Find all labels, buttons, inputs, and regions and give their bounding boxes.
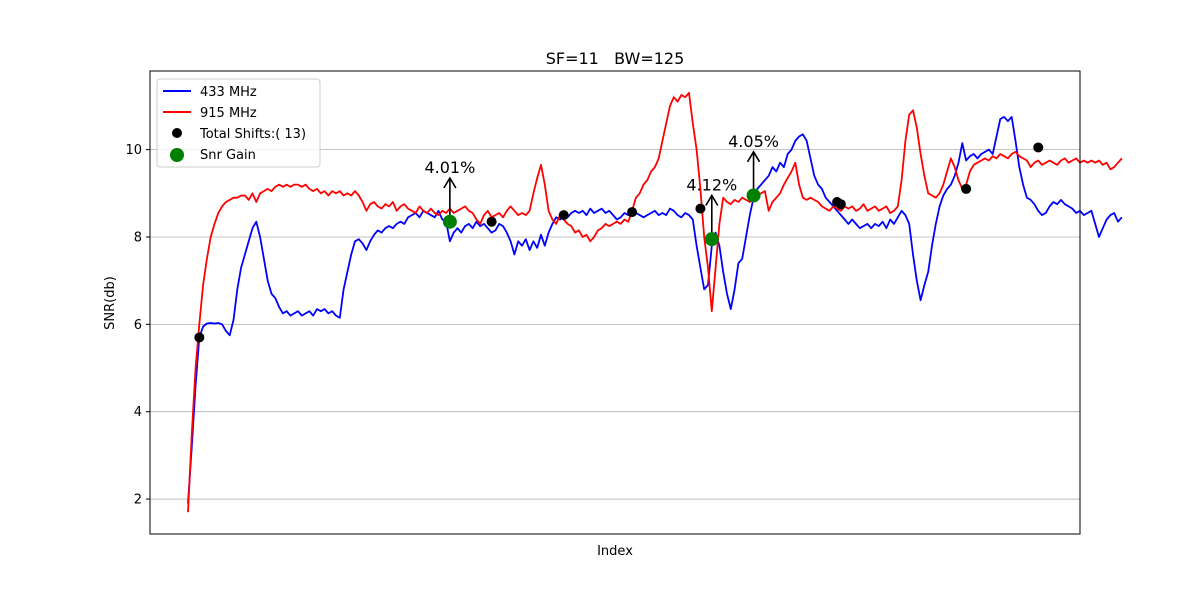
y-tick-label: 8 <box>134 230 142 245</box>
legend-box <box>156 78 321 168</box>
shift-point <box>695 203 706 214</box>
legend-swatch-total-shifts <box>172 128 182 138</box>
annotation-label: 4.12% <box>686 175 737 194</box>
plot-area: 4.01% 4.12% 4.05% <box>187 91 1123 513</box>
shift-point <box>627 207 638 218</box>
y-tick-label: 10 <box>125 143 142 158</box>
shift-point <box>835 199 846 210</box>
annotation-arrow-head <box>705 193 719 206</box>
legend-label-915-mhz: 915 MHz <box>200 106 257 121</box>
plot-frame <box>149 70 1081 535</box>
shift-point <box>1033 142 1044 153</box>
annotation-arrow-head <box>746 150 761 163</box>
y-axis: 2 4 6 8 10 <box>125 143 150 508</box>
snr-gain-point <box>442 214 457 229</box>
shift-point <box>486 216 497 227</box>
x-axis-label: Index <box>597 544 633 559</box>
legend-label-total-shifts: Total Shifts:( 13) <box>199 127 306 142</box>
y-tick-label: 6 <box>134 318 142 333</box>
legend: 433 MHz 915 MHz Total Shifts:( 13) Snr G… <box>156 78 321 168</box>
chart-title: SF=11 BW=125 <box>546 49 685 68</box>
shift-point <box>194 332 205 343</box>
snr-gain-point <box>704 232 719 247</box>
series-line-433-mhz <box>187 116 1123 504</box>
shift-point <box>961 183 972 194</box>
y-tick-label: 2 <box>134 493 142 508</box>
legend-swatch-snr-gain <box>170 148 184 162</box>
annotation-label: 4.05% <box>728 132 779 151</box>
snr-gain-point <box>746 188 761 203</box>
y-gridlines <box>150 149 1080 500</box>
y-tick-label: 4 <box>134 405 142 420</box>
legend-label-433-mhz: 433 MHz <box>200 85 257 100</box>
y-axis-label: SNR(db) <box>103 276 118 330</box>
legend-label-snr-gain: Snr Gain <box>200 148 256 163</box>
annotation-label: 4.01% <box>424 158 475 177</box>
shift-point <box>558 210 569 221</box>
annotation-arrow-head <box>443 176 457 189</box>
